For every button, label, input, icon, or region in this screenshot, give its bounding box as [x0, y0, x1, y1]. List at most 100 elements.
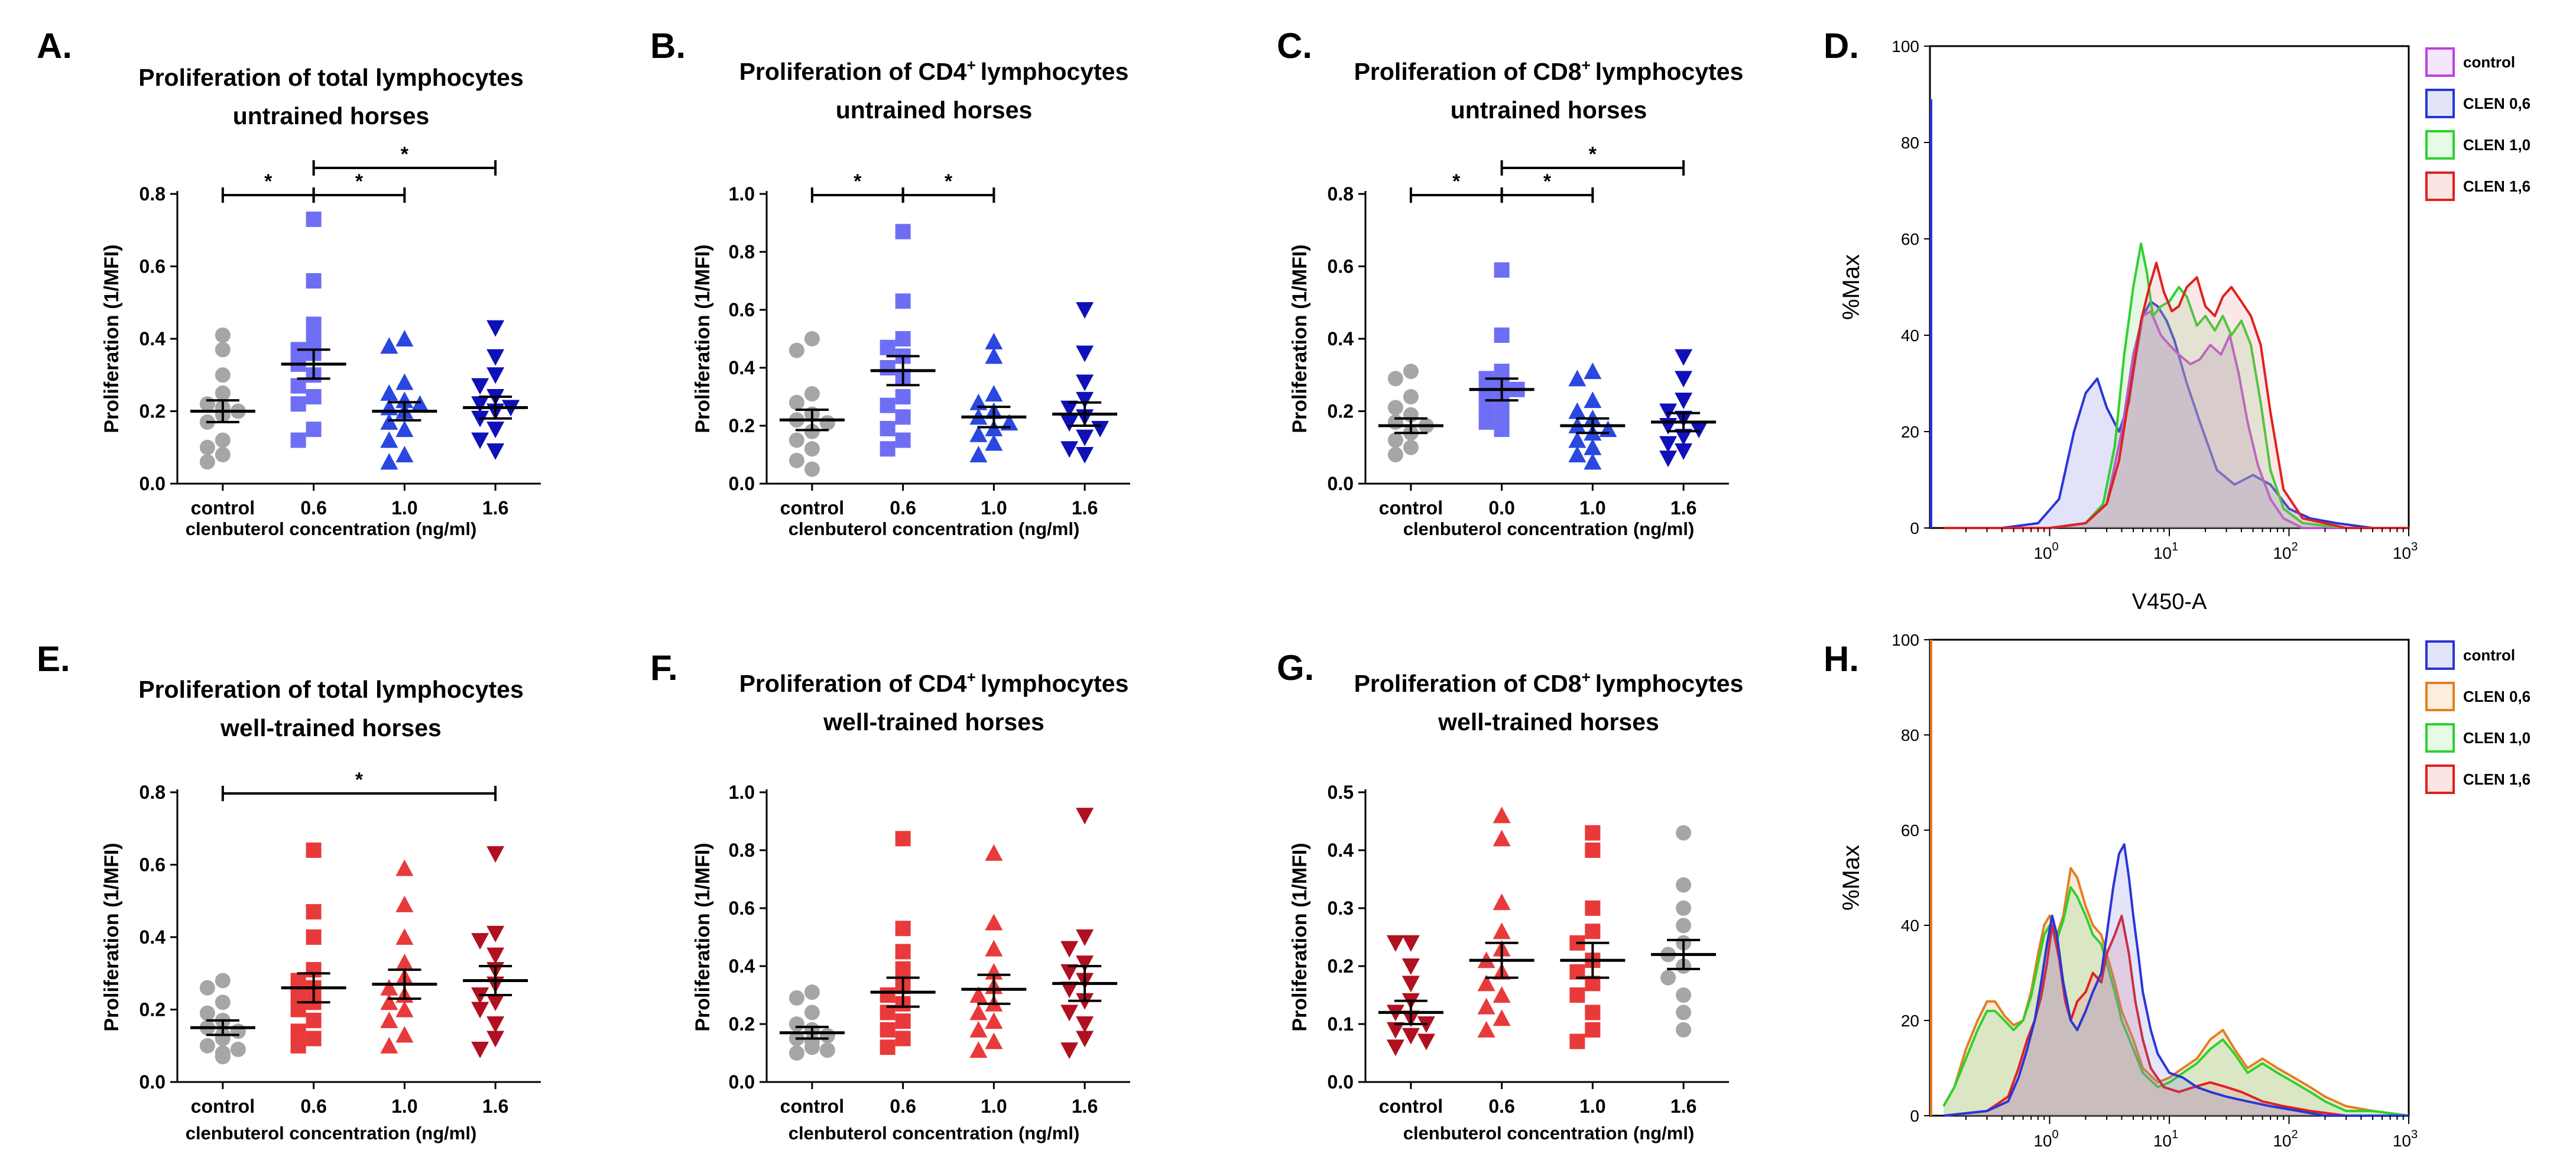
data-point [969, 425, 988, 442]
x-tick-label: 1.6 [1072, 1096, 1098, 1117]
data-point [290, 378, 306, 394]
series-0.6 [870, 223, 936, 457]
data-point [789, 990, 804, 1006]
data-point [306, 422, 322, 438]
data-point [215, 973, 231, 989]
histogram-line-control [1944, 310, 2409, 529]
y-tick-label: 0.4 [139, 926, 166, 948]
data-point [1387, 447, 1403, 462]
data-point [1493, 830, 1511, 847]
legend-swatch [2425, 47, 2455, 77]
data-point [895, 389, 911, 404]
tick-exponent: 1 [2172, 1128, 2178, 1141]
title-text: Proliferation of CD4 [739, 670, 967, 697]
data-point [1585, 924, 1601, 939]
data-point [306, 1031, 322, 1047]
data-point [804, 386, 820, 402]
data-point [1076, 808, 1094, 825]
data-point [1060, 400, 1079, 417]
data-point [1076, 447, 1094, 464]
data-point [1060, 441, 1079, 458]
panel-b: B. Proliferation of CD4+ lymphocytes untrai… [650, 26, 1130, 539]
title-text-post: lymphocytes [1595, 58, 1744, 85]
data-point [199, 980, 215, 996]
legend: control CLEN 0,6 CLEN 1,0 CLEN 1,6 [2425, 47, 2530, 201]
data-point [199, 396, 215, 412]
y-tick-label: 1.0 [729, 782, 755, 803]
legend-label: CLEN 1,0 [2463, 729, 2530, 747]
y-axis-label: Proliferation (1/MFI) [1289, 244, 1311, 433]
data-point [1585, 1005, 1601, 1021]
significance-bracket: * [221, 170, 315, 203]
tick-exponent: 1 [2172, 540, 2178, 553]
y-tick-label: 0.2 [729, 1013, 755, 1035]
panel-letter: F. [650, 648, 678, 688]
chart-title: Proliferation of total lymphocytes [138, 676, 524, 703]
panel-letter: H. [1824, 639, 1859, 679]
panel-g: G. Proliferation of CD8+ lymphocytes well-t… [1277, 648, 1743, 1143]
data-point [486, 443, 505, 460]
data-point [1401, 958, 1420, 975]
title-text: Proliferation of CD8 [1354, 670, 1582, 697]
chart-title: Proliferation of CD8+ lymphocytes [1354, 668, 1744, 697]
data-point [1676, 900, 1692, 916]
data-point [1676, 987, 1692, 1003]
series-1.0 [961, 844, 1027, 1058]
x-tick-label: 101 [2153, 1128, 2178, 1150]
data-point [1076, 929, 1094, 946]
legend-swatch [2425, 89, 2455, 118]
data-point [306, 1012, 322, 1028]
significance-bracket: * [1409, 170, 1503, 203]
data-point [985, 1032, 1003, 1049]
data-point [215, 994, 231, 1010]
legend-swatch [2425, 130, 2455, 160]
data-point [1076, 1016, 1094, 1033]
data-point [880, 441, 896, 457]
data-point [306, 389, 322, 404]
x-tick-label: 102 [2273, 540, 2298, 562]
y-tick-label: 80 [1901, 134, 1919, 152]
series-control [190, 327, 255, 470]
significance-star: * [264, 170, 272, 193]
chart-subtitle: untrained horses [836, 96, 1033, 124]
tick-base: 10 [2153, 1132, 2172, 1150]
histogram-line-clen-1-0 [1942, 886, 2409, 1117]
x-tick-label: 0.6 [890, 1096, 916, 1117]
series-1.6 [1052, 302, 1118, 464]
legend-swatch [2425, 723, 2455, 753]
y-tick-label: 20 [1901, 423, 1919, 441]
series-1.0 [372, 859, 437, 1054]
y-tick-label: 100 [1892, 37, 1919, 56]
x-tick-label: 1.0 [981, 1096, 1007, 1117]
data-point [985, 939, 1003, 957]
data-point [1060, 1042, 1079, 1060]
x-axis-label: V450-A [2132, 589, 2207, 614]
data-point [895, 432, 911, 448]
data-point [1403, 389, 1419, 404]
series-1.6 [1651, 825, 1717, 1038]
data-point [486, 320, 505, 337]
x-tick-label: 102 [2273, 1128, 2298, 1150]
data-point [1599, 420, 1617, 438]
x-tick-label: 0.6 [890, 497, 916, 519]
data-point [789, 452, 804, 468]
tick-exponent: 0 [2052, 540, 2059, 553]
data-point [969, 986, 988, 1003]
data-point [819, 1042, 835, 1058]
data-point [290, 396, 306, 412]
data-point [985, 347, 1003, 364]
y-tick-label: 0.6 [139, 854, 166, 876]
data-point [290, 1002, 306, 1018]
data-point [1494, 327, 1510, 343]
data-point [1659, 451, 1678, 468]
data-point [486, 947, 505, 964]
data-point [306, 929, 322, 945]
data-point [215, 342, 231, 358]
data-point [1477, 974, 1495, 992]
data-point [395, 391, 414, 409]
legend-label: control [2463, 646, 2515, 664]
data-point [985, 1012, 1003, 1029]
histogram-line-clen-1-6 [1943, 914, 2409, 1117]
data-point [1478, 414, 1494, 430]
y-tick-label: 0.4 [729, 955, 755, 977]
